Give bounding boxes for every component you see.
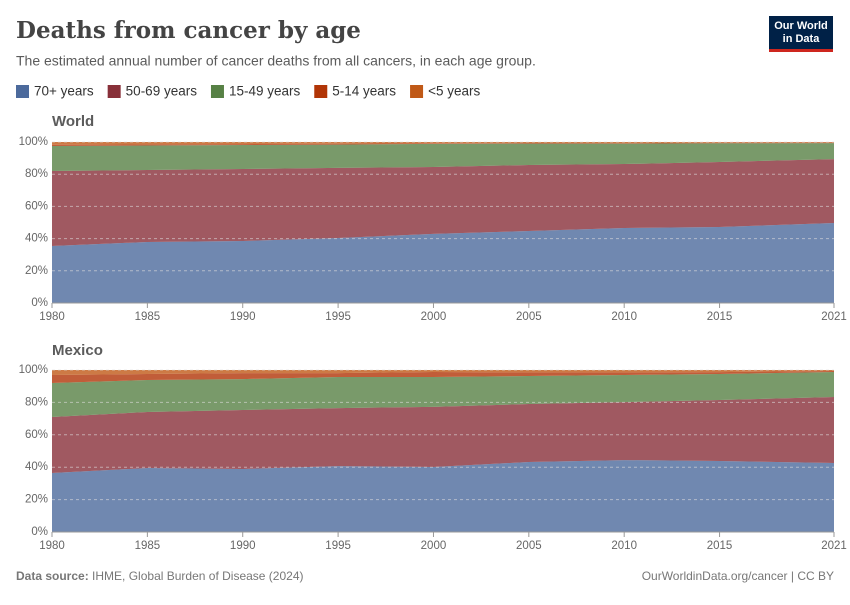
legend-label: 5-14 years — [332, 84, 396, 99]
area — [52, 370, 834, 376]
x-tick-label: 1995 — [325, 311, 351, 323]
y-tick-label: 100% — [19, 364, 48, 376]
legend-label: 15-49 years — [229, 84, 301, 99]
x-tick-label: 2000 — [421, 540, 447, 552]
source-text: IHME, Global Burden of Disease (2024) — [92, 569, 303, 583]
x-tick-label: 2010 — [611, 540, 637, 552]
y-tick-label: 20% — [25, 265, 48, 277]
x-tick-label: 2015 — [707, 540, 733, 552]
subtitle: The estimated annual number of cancer de… — [16, 53, 536, 69]
y-tick-label: 80% — [25, 396, 48, 408]
panel-title: Mexico — [52, 342, 103, 359]
x-tick-label: 2005 — [516, 540, 542, 552]
x-tick-label: 1995 — [325, 540, 351, 552]
x-tick-label: 1985 — [135, 540, 161, 552]
x-tick-label: 1985 — [135, 311, 161, 323]
title: Deaths from cancer by age — [16, 17, 361, 44]
y-tick-label: 80% — [25, 168, 48, 180]
area — [52, 159, 834, 247]
source: Data source: IHME, Global Burden of Dise… — [16, 569, 303, 583]
logo[interactable]: Our World in Data — [769, 16, 833, 52]
area — [52, 460, 834, 532]
x-tick-label: 2005 — [516, 311, 542, 323]
x-tick-label: 1990 — [230, 311, 256, 323]
y-tick-label: 100% — [19, 136, 48, 148]
legend-label: <5 years — [428, 84, 480, 99]
logo-text: Our World — [774, 20, 828, 32]
footer-url[interactable]: OurWorldinData.org/cancer | CC BY — [642, 569, 834, 583]
y-tick-label: 0% — [31, 526, 48, 538]
x-tick-label: 2010 — [611, 311, 637, 323]
y-tick-label: 20% — [25, 494, 48, 506]
y-tick-label: 40% — [25, 461, 48, 473]
y-tick-label: 60% — [25, 200, 48, 212]
legend-swatch — [16, 85, 29, 98]
y-tick-label: 60% — [25, 429, 48, 441]
y-tick-label: 40% — [25, 233, 48, 245]
legend-swatch — [210, 85, 224, 98]
logo-bar — [769, 49, 833, 52]
x-tick-label: 2000 — [421, 311, 447, 323]
area — [52, 143, 834, 171]
area — [52, 222, 834, 303]
panel-title: World — [52, 113, 94, 130]
source-label: Data source: — [16, 569, 89, 583]
area — [52, 142, 834, 145]
logo-text: in Data — [783, 33, 821, 45]
y-tick-label: 0% — [31, 297, 48, 309]
area — [52, 371, 834, 417]
legend-label: 50-69 years — [126, 84, 198, 99]
area — [52, 370, 834, 383]
x-tick-label: 1980 — [39, 540, 65, 552]
x-tick-label: 1980 — [39, 311, 65, 323]
legend-swatch — [107, 85, 121, 98]
x-tick-label: 1990 — [230, 540, 256, 552]
legend-label: 70+ years — [34, 84, 94, 99]
logo-box — [769, 16, 833, 51]
x-tick-label: 2015 — [707, 311, 733, 323]
legend-swatch — [314, 85, 328, 98]
area — [52, 142, 834, 147]
x-tick-label: 2021 — [821, 540, 847, 552]
x-tick-label: 2021 — [821, 311, 847, 323]
legend-swatch — [410, 85, 424, 98]
